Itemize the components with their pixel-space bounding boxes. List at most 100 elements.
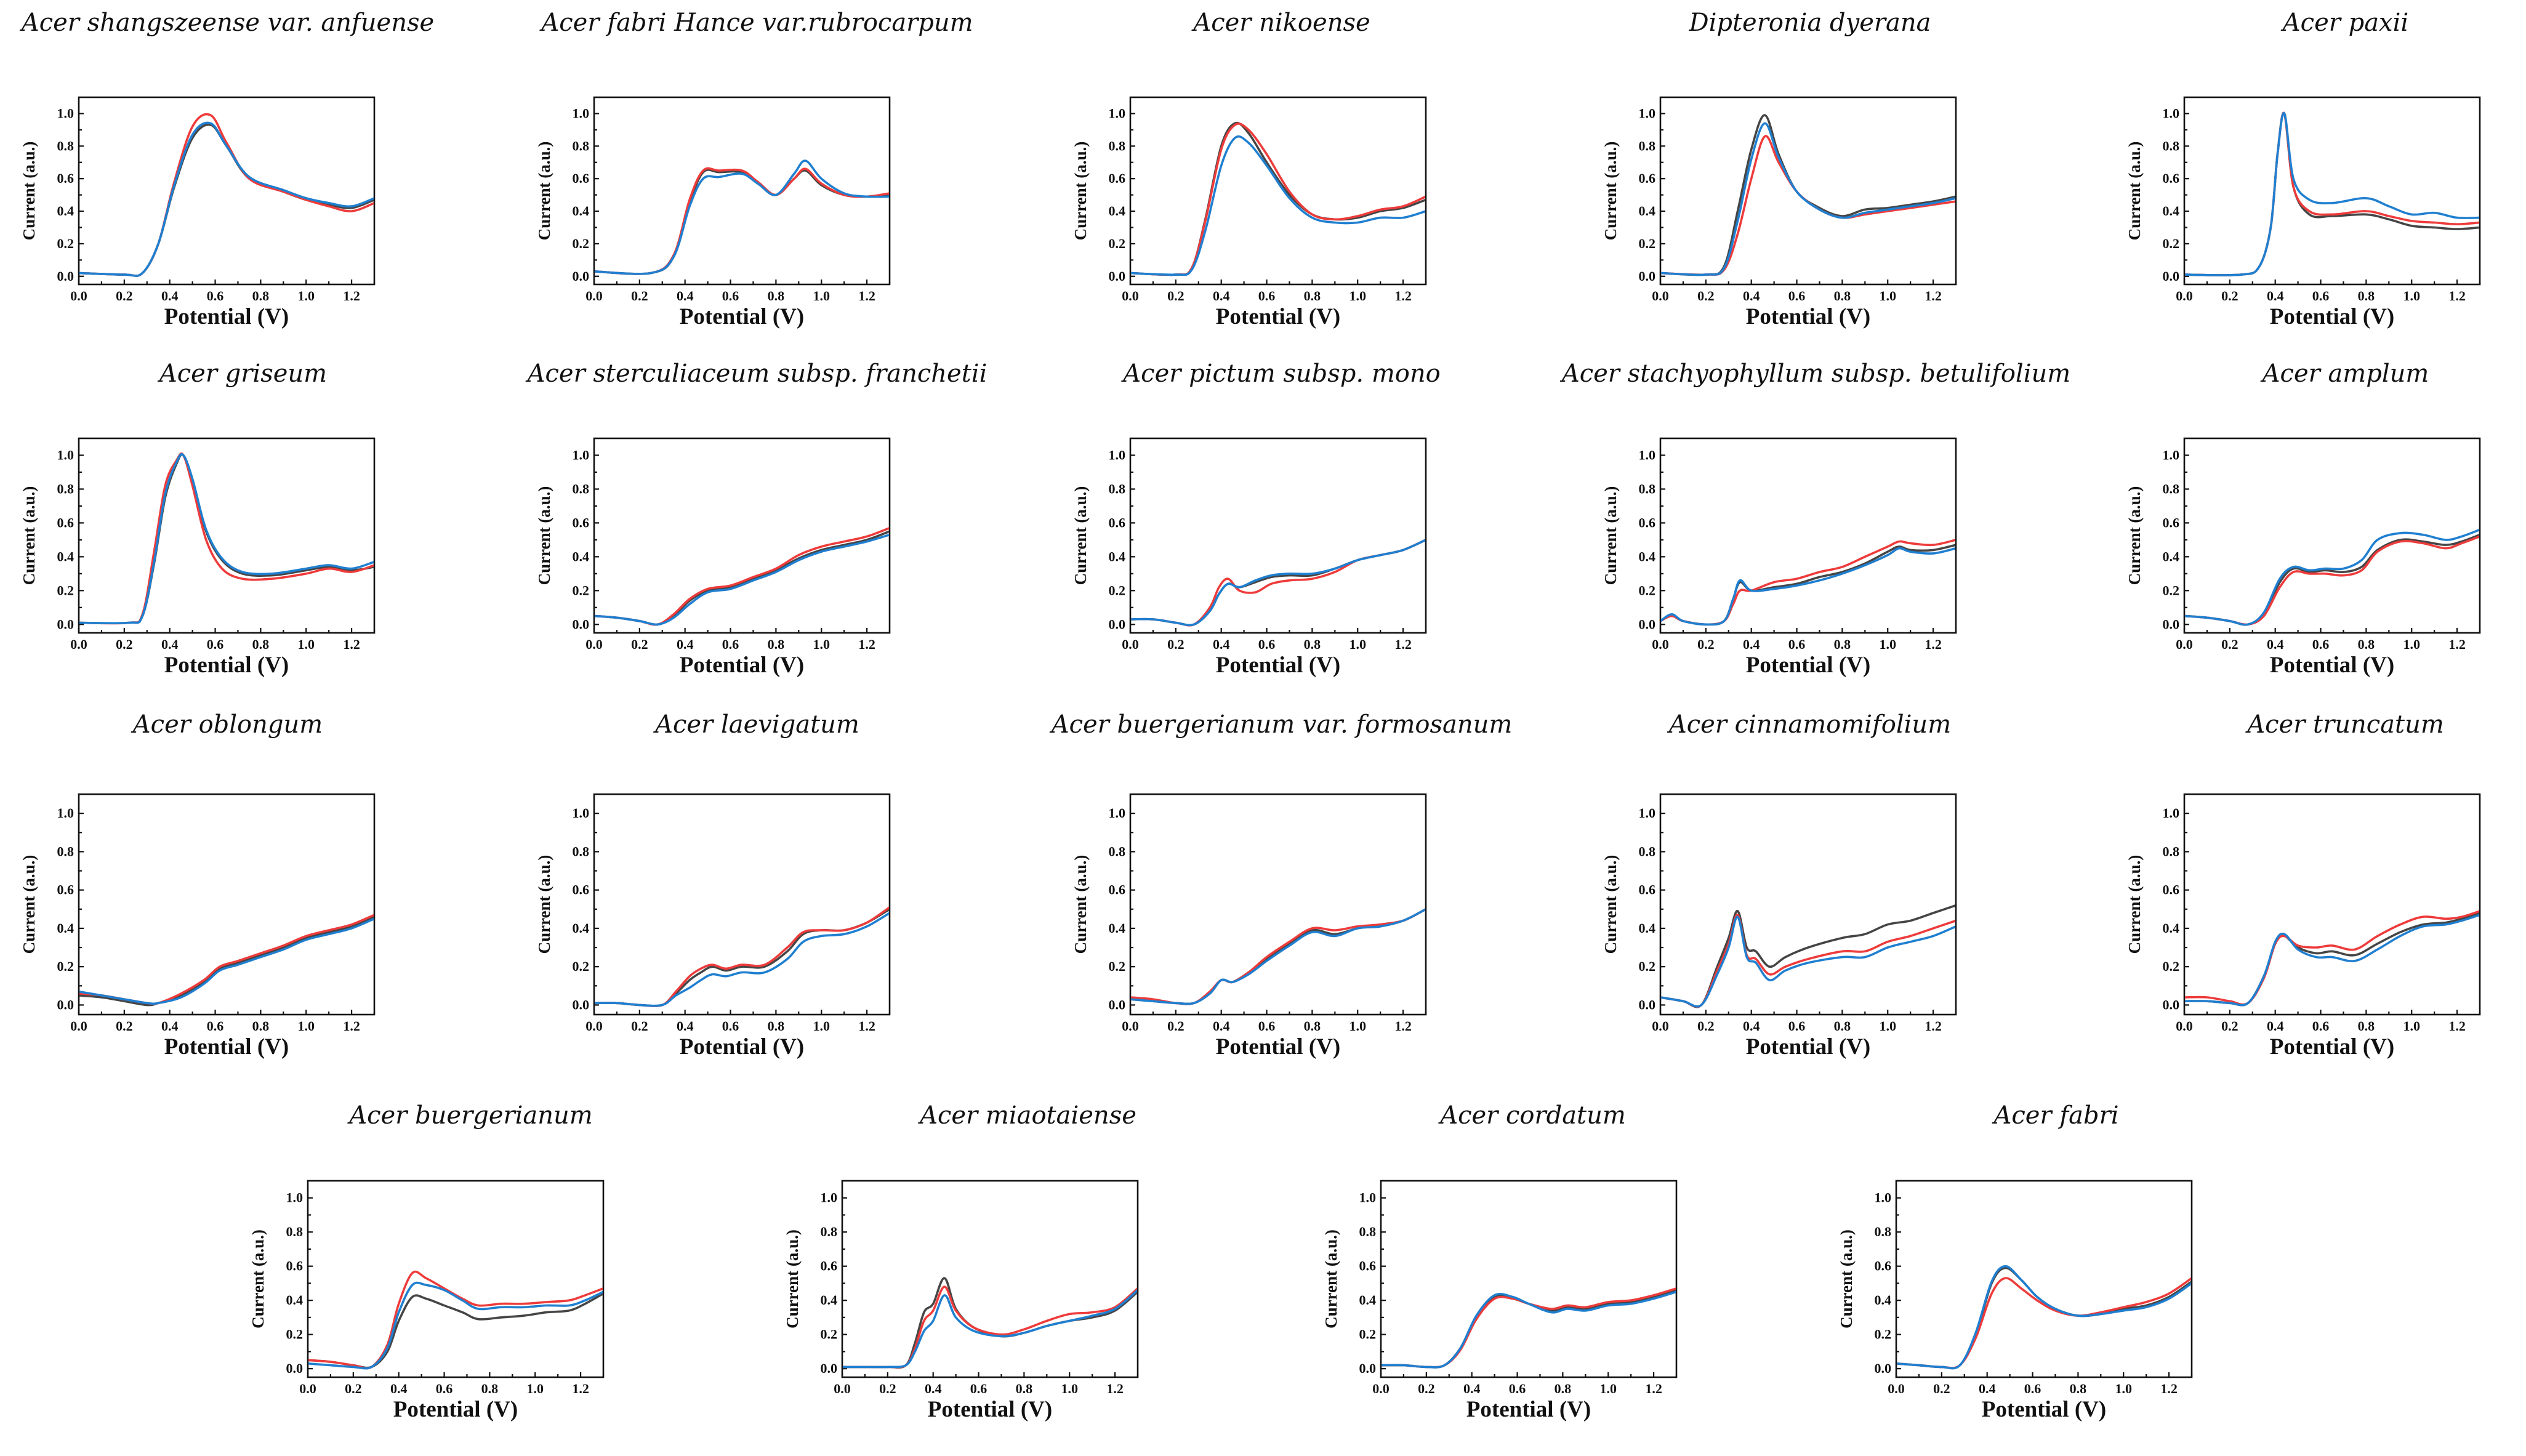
x-tick-label: 0.6 — [722, 288, 739, 304]
y-axis-label: Current (a.u.) — [1601, 486, 1620, 585]
y-tick-label: 0.4 — [573, 549, 590, 564]
series-line-black — [1661, 114, 1955, 276]
y-tick-label: 0.6 — [57, 515, 74, 530]
series-line-red — [1131, 539, 1425, 627]
y-tick-label: 0.0 — [1639, 997, 1656, 1012]
x-tick-label: 1.0 — [813, 637, 830, 652]
y-tick-label: 1.0 — [286, 1190, 304, 1205]
x-tick-label: 0.8 — [252, 1018, 270, 1034]
y-tick-label: 0.6 — [286, 1258, 304, 1274]
x-tick-label: 0.0 — [1122, 288, 1139, 304]
series-line-red — [1131, 908, 1425, 1005]
y-tick-label: 0.2 — [57, 582, 74, 598]
y-tick-label: 0.4 — [821, 1292, 838, 1308]
plot-frame — [2183, 437, 2481, 634]
series-line-red — [843, 1285, 1137, 1369]
x-tick-label: 0.0 — [1652, 637, 1669, 652]
x-tick-label: 0.8 — [1834, 1018, 1851, 1034]
series-line-red — [79, 452, 374, 625]
plot-frame — [78, 793, 376, 1016]
y-tick-label: 0.8 — [57, 138, 74, 153]
x-tick-label: 1.2 — [2448, 637, 2466, 652]
x-axis-label: Potential (V) — [680, 1034, 804, 1060]
series-line-black — [1382, 1289, 1676, 1369]
plot-frame — [1659, 96, 1957, 286]
x-tick-label: 1.0 — [813, 1018, 830, 1034]
y-tick-label: 0.8 — [1875, 1224, 1892, 1239]
y-tick-label: 0.0 — [2163, 268, 2180, 284]
y-tick-label: 1.0 — [573, 447, 590, 462]
x-tick-label: 0.0 — [1888, 1381, 1905, 1396]
x-axis-label: Potential (V) — [680, 653, 804, 678]
y-tick-label: 0.6 — [2163, 882, 2180, 898]
x-tick-label: 0.8 — [1555, 1381, 1572, 1396]
chart-title: Acer pictum subsp. mono — [1120, 360, 1440, 388]
chart-panel: Acer laevigatum 0.0 0.2 0.4 0.6 0.8 1.0 1.2 0.0 0… — [535, 710, 891, 1060]
y-tick-label: 0.4 — [1875, 1292, 1892, 1308]
series-line-blue — [79, 121, 374, 277]
x-tick-label: 0.4 — [2267, 1018, 2284, 1034]
chart-title: Acer shangszeense var. anfuense — [19, 9, 434, 37]
y-axis-label: Current (a.u.) — [535, 486, 553, 585]
y-tick-label: 0.8 — [1639, 843, 1656, 859]
plot-frame — [1129, 96, 1427, 286]
chart-title: Acer nikoense — [1191, 9, 1370, 37]
y-axis-label: Current (a.u.) — [2125, 855, 2144, 954]
y-tick-label: 0.6 — [1639, 882, 1656, 898]
y-axis-label: Current (a.u.) — [1601, 855, 1620, 954]
x-tick-label: 0.2 — [631, 288, 648, 304]
chart-panel: Acer cinnamomifolium 0.0 0.2 0.4 0.6 0.8 1.0 1.… — [1601, 710, 1957, 1060]
y-tick-label: 0.0 — [1359, 1361, 1377, 1376]
y-tick-label: 0.4 — [2163, 920, 2180, 936]
y-tick-label: 0.8 — [57, 481, 74, 496]
x-tick-label: 0.6 — [2024, 1381, 2041, 1396]
y-tick-label: 0.2 — [1639, 582, 1656, 598]
y-tick-label: 0.6 — [57, 171, 74, 186]
series-line-blue — [79, 917, 374, 1005]
y-tick-label: 0.2 — [2163, 959, 2180, 974]
x-tick-label: 1.0 — [1879, 1018, 1896, 1034]
x-tick-label: 0.0 — [834, 1381, 851, 1396]
chart-title: Acer stachyophyllum subsp. betulifolium — [1559, 360, 2070, 388]
y-tick-label: 0.0 — [1875, 1361, 1892, 1376]
x-tick-label: 1.2 — [1925, 1018, 1942, 1034]
x-axis-label: Potential (V) — [1746, 653, 1870, 678]
y-tick-label: 1.0 — [2163, 105, 2180, 121]
x-tick-label: 0.4 — [2267, 288, 2284, 304]
x-axis-label: Potential (V) — [1746, 1034, 1870, 1060]
chart-title: Acer miaotaiense — [917, 1101, 1136, 1130]
x-tick-label: 1.0 — [2115, 1381, 2132, 1396]
x-tick-label: 0.2 — [1418, 1381, 1435, 1396]
x-tick-label: 0.4 — [1743, 637, 1760, 652]
series-line-blue — [1897, 1265, 2191, 1370]
x-axis-label: Potential (V) — [1982, 1397, 2106, 1422]
y-tick-label: 0.8 — [573, 481, 590, 496]
x-tick-label: 0.8 — [2358, 637, 2375, 652]
y-tick-label: 1.0 — [1639, 105, 1656, 121]
y-tick-label: 0.8 — [2163, 843, 2180, 859]
chart-title: Acer paxii — [2280, 9, 2408, 37]
x-tick-label: 0.6 — [722, 1018, 739, 1034]
x-tick-label: 0.0 — [2176, 637, 2193, 652]
x-axis-label: Potential (V) — [164, 304, 289, 329]
y-tick-label: 0.0 — [1639, 616, 1656, 632]
x-tick-label: 1.2 — [343, 288, 360, 304]
series-line-blue — [1131, 135, 1425, 276]
x-tick-label: 0.0 — [1122, 1018, 1139, 1034]
y-tick-label: 0.4 — [1639, 920, 1656, 936]
chart-panel: Acer buergerianum 0.0 0.2 0.4 0.6 0.8 1.0 1.2 0.… — [249, 1101, 605, 1422]
x-tick-label: 0.2 — [1167, 288, 1185, 304]
series-line-blue — [595, 534, 889, 626]
x-tick-label: 1.0 — [2403, 1018, 2420, 1034]
y-tick-label: 0.6 — [573, 171, 590, 186]
y-tick-label: 0.0 — [821, 1361, 838, 1376]
series-line-blue — [843, 1289, 1137, 1369]
x-tick-label: 0.0 — [585, 288, 603, 304]
x-axis-label: Potential (V) — [1216, 1034, 1340, 1060]
chart-title: Acer amplum — [2260, 360, 2429, 388]
series-line-blue — [1661, 547, 1955, 626]
y-tick-label: 1.0 — [1109, 105, 1126, 121]
x-tick-label: 1.2 — [1925, 288, 1942, 304]
x-tick-label: 0.8 — [1834, 637, 1851, 652]
series-line-blue — [595, 159, 889, 275]
